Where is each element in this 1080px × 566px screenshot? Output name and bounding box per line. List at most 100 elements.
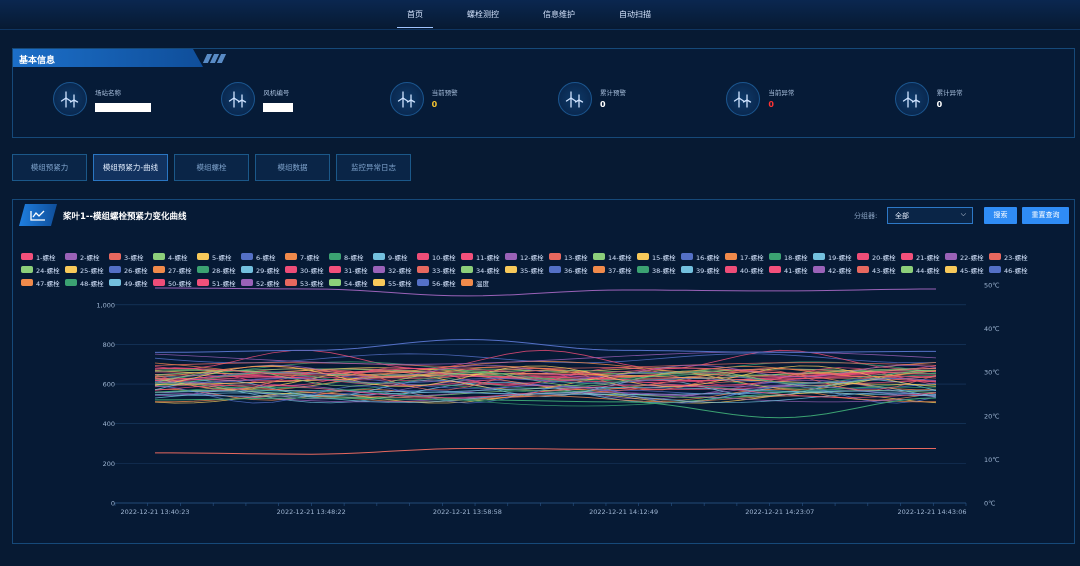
y-tick-label: 0 bbox=[111, 500, 115, 508]
legend-item[interactable]: 16-螺栓 bbox=[681, 252, 722, 262]
legend-item[interactable]: 19-螺栓 bbox=[813, 252, 854, 262]
legend-item[interactable]: 45-螺栓 bbox=[945, 265, 986, 275]
legend-item[interactable]: 32-螺栓 bbox=[373, 265, 414, 275]
legend-item[interactable]: 17-螺栓 bbox=[725, 252, 766, 262]
tab-module-preload-curve[interactable]: 模组预紧力-曲线 bbox=[93, 154, 168, 181]
legend-item[interactable]: 40-螺栓 bbox=[725, 265, 766, 275]
legend-label: 41-螺栓 bbox=[784, 266, 808, 275]
tab-module-data[interactable]: 模组数据 bbox=[255, 154, 330, 181]
info-current-abnormal: 当前异常 0 bbox=[726, 82, 894, 116]
legend-item[interactable]: 38-螺栓 bbox=[637, 265, 678, 275]
legend-swatch bbox=[197, 266, 209, 273]
legend-item[interactable]: 49-螺栓 bbox=[109, 278, 150, 288]
legend-item[interactable]: 26-螺栓 bbox=[109, 265, 150, 275]
wind-turbine-icon bbox=[221, 82, 256, 116]
legend-item[interactable]: 46-螺栓 bbox=[989, 265, 1030, 275]
legend-item[interactable]: 13-螺栓 bbox=[549, 252, 590, 262]
legend-item[interactable]: 18-螺栓 bbox=[769, 252, 810, 262]
legend-label: 51-螺栓 bbox=[212, 279, 236, 288]
legend-item[interactable]: 34-螺栓 bbox=[461, 265, 502, 275]
legend-item[interactable]: 54-螺栓 bbox=[329, 278, 370, 288]
legend-item[interactable]: 35-螺栓 bbox=[505, 265, 546, 275]
legend-label: 46-螺栓 bbox=[1004, 266, 1028, 275]
legend-swatch bbox=[373, 253, 385, 260]
tab-bar: 模组预紧力 模组预紧力-曲线 模组螺栓 模组数据 监控异常日志 bbox=[12, 154, 411, 181]
nav-bolt-monitor[interactable]: 螺栓测控 bbox=[467, 10, 499, 19]
legend-item[interactable]: 51-螺栓 bbox=[197, 278, 238, 288]
legend-label: 48-螺栓 bbox=[80, 279, 104, 288]
line-chart-icon bbox=[19, 204, 57, 226]
bolt-series-line bbox=[154, 384, 937, 398]
legend-label: 29-螺栓 bbox=[256, 266, 280, 275]
legend-item[interactable]: 48-螺栓 bbox=[65, 278, 106, 288]
legend-label: 22-螺栓 bbox=[960, 253, 984, 262]
legend-item[interactable]: 53-螺栓 bbox=[285, 278, 326, 288]
legend-item[interactable]: 44-螺栓 bbox=[901, 265, 942, 275]
nav-home[interactable]: 首页 bbox=[397, 1, 433, 28]
tab-module-bolts[interactable]: 模组螺栓 bbox=[174, 154, 249, 181]
info-label: 场站名称 bbox=[95, 89, 121, 97]
legend-item[interactable]: 温度 bbox=[461, 278, 502, 288]
legend-item[interactable]: 5-螺栓 bbox=[197, 252, 238, 262]
search-button[interactable]: 搜索 bbox=[984, 207, 1017, 224]
legend-item[interactable]: 15-螺栓 bbox=[637, 252, 678, 262]
nav-info-maintain[interactable]: 信息维护 bbox=[543, 10, 575, 19]
legend-item[interactable]: 27-螺栓 bbox=[153, 265, 194, 275]
legend-item[interactable]: 7-螺栓 bbox=[285, 252, 326, 262]
group-label: 分组器: bbox=[854, 212, 878, 220]
tab-abnormal-log[interactable]: 监控异常日志 bbox=[336, 154, 411, 181]
legend-item[interactable]: 10-螺栓 bbox=[417, 252, 458, 262]
legend-item[interactable]: 4-螺栓 bbox=[153, 252, 194, 262]
legend-item[interactable]: 30-螺栓 bbox=[285, 265, 326, 275]
legend-item[interactable]: 22-螺栓 bbox=[945, 252, 986, 262]
legend-item[interactable]: 42-螺栓 bbox=[813, 265, 854, 275]
legend-item[interactable]: 11-螺栓 bbox=[461, 252, 502, 262]
legend-label: 19-螺栓 bbox=[828, 253, 852, 262]
y2-tick-label: 50℃ bbox=[984, 282, 1000, 290]
legend-item[interactable]: 41-螺栓 bbox=[769, 265, 810, 275]
legend-swatch bbox=[241, 253, 253, 260]
legend-item[interactable]: 52-螺栓 bbox=[241, 278, 282, 288]
info-value: 0 bbox=[599, 100, 606, 109]
legend-item[interactable]: 55-螺栓 bbox=[373, 278, 414, 288]
legend-swatch bbox=[989, 253, 1001, 260]
nav-auto-scan[interactable]: 自动扫描 bbox=[619, 10, 651, 19]
legend-item[interactable]: 25-螺栓 bbox=[65, 265, 106, 275]
legend-item[interactable]: 50-螺栓 bbox=[153, 278, 194, 288]
legend-item[interactable]: 14-螺栓 bbox=[593, 252, 634, 262]
tab-module-preload[interactable]: 模组预紧力 bbox=[12, 154, 87, 181]
legend-label: 9-螺栓 bbox=[388, 253, 408, 262]
legend-item[interactable]: 31-螺栓 bbox=[329, 265, 370, 275]
legend-item[interactable]: 37-螺栓 bbox=[593, 265, 634, 275]
legend-item[interactable]: 43-螺栓 bbox=[857, 265, 898, 275]
reset-query-button[interactable]: 重置查询 bbox=[1022, 207, 1069, 224]
legend-item[interactable]: 56-螺栓 bbox=[417, 278, 458, 288]
legend-item[interactable]: 39-螺栓 bbox=[681, 265, 722, 275]
legend-item[interactable]: 2-螺栓 bbox=[65, 252, 106, 262]
legend-item[interactable]: 28-螺栓 bbox=[197, 265, 238, 275]
legend-item[interactable]: 20-螺栓 bbox=[857, 252, 898, 262]
legend-item[interactable]: 8-螺栓 bbox=[329, 252, 370, 262]
legend-label: 10-螺栓 bbox=[432, 253, 456, 262]
legend-item[interactable]: 21-螺栓 bbox=[901, 252, 942, 262]
legend-label: 27-螺栓 bbox=[168, 266, 192, 275]
legend-item[interactable]: 1-螺栓 bbox=[21, 252, 62, 262]
legend-item[interactable]: 3-螺栓 bbox=[109, 252, 150, 262]
legend-item[interactable]: 36-螺栓 bbox=[549, 265, 590, 275]
legend-label: 42-螺栓 bbox=[828, 266, 852, 275]
group-select[interactable]: 全部 ⌵ bbox=[887, 207, 973, 224]
legend-item[interactable]: 9-螺栓 bbox=[373, 252, 414, 262]
legend-label: 18-螺栓 bbox=[784, 253, 808, 262]
legend-item[interactable]: 47-螺栓 bbox=[21, 278, 62, 288]
legend-item[interactable]: 6-螺栓 bbox=[241, 252, 282, 262]
bolt-series-line bbox=[154, 387, 937, 397]
y2-tick-label: 20℃ bbox=[984, 412, 1000, 420]
legend-item[interactable]: 23-螺栓 bbox=[989, 252, 1030, 262]
legend-swatch bbox=[637, 253, 649, 260]
legend-swatch bbox=[329, 253, 341, 260]
legend-item[interactable]: 24-螺栓 bbox=[21, 265, 62, 275]
legend-item[interactable]: 12-螺栓 bbox=[505, 252, 546, 262]
legend-item[interactable]: 33-螺栓 bbox=[417, 265, 458, 275]
legend-item[interactable]: 29-螺栓 bbox=[241, 265, 282, 275]
legend-label: 31-螺栓 bbox=[344, 266, 368, 275]
